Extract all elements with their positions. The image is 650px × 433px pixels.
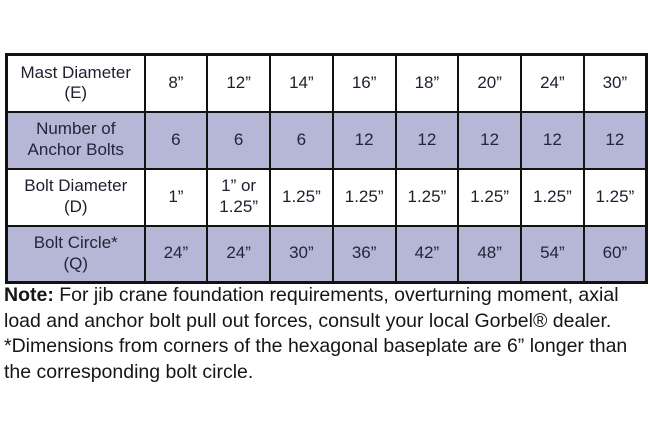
value-cell: 30” xyxy=(582,53,648,113)
value-cell: 12” xyxy=(206,53,271,113)
note-line-2: load and anchor bolt pull out forces, co… xyxy=(4,309,612,332)
value-cell: 1.25” xyxy=(394,167,460,227)
table-row: Number of Anchor Bolts 6 6 6 12 12 12 12 12 xyxy=(5,110,648,170)
value-cell: 24” xyxy=(143,224,209,284)
value-cell: 8” xyxy=(143,53,209,113)
value-cell: 1.25” xyxy=(520,167,585,227)
table-row: Bolt Circle* (Q) 24” 24” 30” 36” 42” 48” 54” 60” xyxy=(5,224,648,284)
foundation-spec-table: Mast Diameter (E) 8” 12” 14” 16” 18” 20” 24” 30” N… xyxy=(5,53,648,284)
value-cell: 12 xyxy=(331,110,397,170)
value-cell: 1.25” xyxy=(457,167,522,227)
value-cell: 14” xyxy=(269,53,334,113)
row-header-cell: Bolt Diameter (D) xyxy=(5,167,146,227)
value-cell: 30” xyxy=(269,224,334,284)
value-cell: 12 xyxy=(520,110,585,170)
note-line-1-rest: For jib crane foundation requirements, o… xyxy=(53,284,619,306)
value-cell: 12 xyxy=(582,110,648,170)
note-text: Note: For jib crane foundation requireme… xyxy=(4,283,648,385)
value-cell: 1.25” xyxy=(269,167,334,227)
value-cell: 1” or 1.25” xyxy=(206,167,271,227)
note-line-4: the corresponding bolt circle. xyxy=(4,360,254,383)
table-row: Mast Diameter (E) 8” 12” 14” 16” 18” 20” 24” 30” xyxy=(5,53,648,113)
value-cell: 12 xyxy=(394,110,460,170)
note-label: Note: xyxy=(4,284,54,306)
value-cell: 6 xyxy=(206,110,271,170)
value-cell: 36” xyxy=(331,224,397,284)
value-cell: 54” xyxy=(520,224,585,284)
note-line-3: *Dimensions from corners of the hexagona… xyxy=(4,335,628,357)
note-line-1: Note: For jib crane foundation requireme… xyxy=(4,283,648,309)
value-cell: 12 xyxy=(457,110,522,170)
value-cell: 20” xyxy=(457,53,522,113)
value-cell: 42” xyxy=(394,224,460,284)
value-cell: 1.25” xyxy=(582,167,648,227)
value-cell: 6 xyxy=(143,110,209,170)
row-header-cell: Number of Anchor Bolts xyxy=(5,110,146,170)
value-cell: 48” xyxy=(457,224,522,284)
value-cell: 24” xyxy=(206,224,271,284)
value-cell: 18” xyxy=(394,53,460,113)
table-row: Bolt Diameter (D) 1” 1” or 1.25” 1.25” 1.25” 1… xyxy=(5,167,648,227)
value-cell: 16” xyxy=(331,53,397,113)
value-cell: 24” xyxy=(520,53,585,113)
spec-table-body: Mast Diameter (E) 8” 12” 14” 16” 18” 20” 24” 30” N… xyxy=(5,53,648,284)
value-cell: 1” xyxy=(143,167,209,227)
row-header-cell: Mast Diameter (E) xyxy=(5,53,146,113)
value-cell: 60” xyxy=(582,224,648,284)
row-header-cell: Bolt Circle* (Q) xyxy=(5,224,146,284)
value-cell: 6 xyxy=(269,110,334,170)
value-cell: 1.25” xyxy=(331,167,397,227)
